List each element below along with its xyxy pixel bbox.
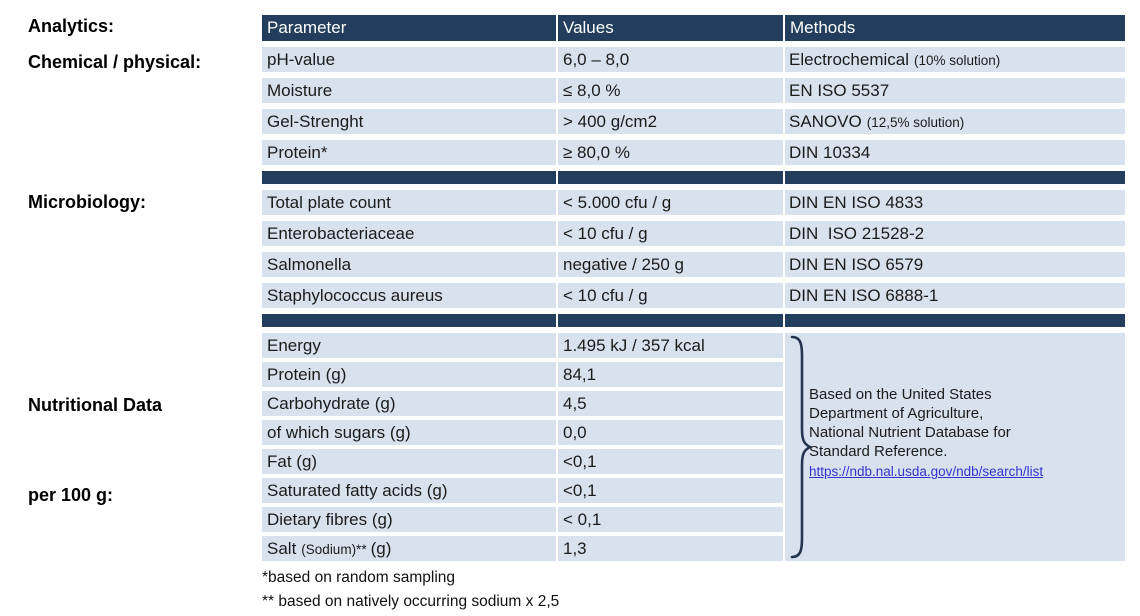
table-row-salmonella: Salmonella negative / 250 g DIN EN ISO 6… bbox=[262, 252, 1125, 277]
value-cell: ≥ 80,0 % bbox=[556, 140, 783, 165]
parameter-cell: Salmonella bbox=[262, 252, 556, 277]
section-separator-bar bbox=[262, 314, 1125, 327]
value-cell: > 400 g/cm2 bbox=[556, 109, 783, 134]
parameter-cell: Staphylococcus aureus bbox=[262, 283, 556, 308]
value-cell: < 10 cfu / g bbox=[556, 283, 783, 308]
table-row-sugars: of which sugars (g) 0,0 bbox=[262, 420, 783, 445]
value-cell: < 10 cfu / g bbox=[556, 221, 783, 246]
method-cell: DIN 10334 bbox=[783, 140, 1125, 165]
method-cell: DIN ISO 21528-2 bbox=[783, 221, 1125, 246]
parameter-cell: Moisture bbox=[262, 78, 556, 103]
parameter-cell: of which sugars (g) bbox=[262, 420, 556, 445]
parameter-cell: Saturated fatty acids (g) bbox=[262, 478, 556, 503]
value-cell: negative / 250 g bbox=[556, 252, 783, 277]
value-cell: 1.495 kJ / 357 kcal bbox=[556, 333, 783, 358]
method-cell: Electrochemical (10% solution) bbox=[783, 47, 1125, 72]
usda-database-link[interactable]: https://ndb.nal.usda.gov/ndb/search/list bbox=[809, 464, 1044, 479]
method-cell: DIN EN ISO 4833 bbox=[783, 190, 1125, 215]
value-cell: 0,0 bbox=[556, 420, 783, 445]
parameter-cell: Gel-Strenght bbox=[262, 109, 556, 134]
column-header-values: Values bbox=[556, 15, 783, 41]
parameter-cell: Fat (g) bbox=[262, 449, 556, 474]
value-cell: 4,5 bbox=[556, 391, 783, 416]
parameter-cell: Salt (Sodium)** (g) bbox=[262, 536, 556, 561]
table-header-row: Parameter Values Methods bbox=[262, 15, 1125, 41]
value-cell: 84,1 bbox=[556, 362, 783, 387]
footnote-sodium-factor: ** based on natively occurring sodium x … bbox=[262, 593, 560, 610]
table-row-carbohydrate: Carbohydrate (g) 4,5 bbox=[262, 391, 783, 416]
parameter-cell: Total plate count bbox=[262, 190, 556, 215]
microbiology-label: Microbiology: bbox=[28, 192, 146, 212]
parameter-cell: pH-value bbox=[262, 47, 556, 72]
table-row-dietary-fibres: Dietary fibres (g) < 0,1 bbox=[262, 507, 783, 532]
usda-note-text: Based on the United States Department of… bbox=[809, 386, 1044, 479]
chemical-physical-section: pH-value 6,0 – 8,0 Electrochemical (10% s… bbox=[262, 47, 1125, 165]
method-cell: EN ISO 5537 bbox=[783, 78, 1125, 103]
nutritional-data-label: Nutritional Data per 100 g: bbox=[28, 330, 162, 570]
parameter-cell: Enterobacteriaceae bbox=[262, 221, 556, 246]
chemical-physical-label: Chemical / physical: bbox=[28, 52, 202, 72]
method-cell: DIN EN ISO 6579 bbox=[783, 252, 1125, 277]
table-row-moisture: Moisture ≤ 8,0 % EN ISO 5537 bbox=[262, 78, 1125, 103]
usda-note-cell: Based on the United States Department of… bbox=[783, 333, 1125, 561]
value-cell: 1,3 bbox=[556, 536, 783, 561]
nutritional-data-label-line1: Nutritional Data bbox=[28, 395, 163, 415]
table-row-fat: Fat (g) <0,1 bbox=[262, 449, 783, 474]
parameter-cell: Dietary fibres (g) bbox=[262, 507, 556, 532]
parameter-cell: Protein (g) bbox=[262, 362, 556, 387]
analytics-label: Analytics: bbox=[28, 16, 115, 36]
value-cell: < 0,1 bbox=[556, 507, 783, 532]
section-separator-bar bbox=[262, 171, 1125, 184]
value-cell: <0,1 bbox=[556, 478, 783, 503]
table-row-energy: Energy 1.495 kJ / 357 kcal bbox=[262, 333, 783, 358]
parameter-cell: Protein* bbox=[262, 140, 556, 165]
column-header-parameter: Parameter bbox=[262, 15, 556, 41]
table-row-protein: Protein* ≥ 80,0 % DIN 10334 bbox=[262, 140, 1125, 165]
analytics-table: Parameter Values Methods pH-value 6,0 – … bbox=[262, 15, 1125, 613]
parameter-cell: Energy bbox=[262, 333, 556, 358]
method-cell: SANOVO (12,5% solution) bbox=[783, 109, 1125, 134]
value-cell: ≤ 8,0 % bbox=[556, 78, 783, 103]
footnote-random-sampling: *based on random sampling bbox=[262, 569, 456, 586]
nutritional-data-section: Energy 1.495 kJ / 357 kcal Protein (g) 8… bbox=[262, 333, 1125, 561]
table-row-staphylococcus: Staphylococcus aureus < 10 cfu / g DIN E… bbox=[262, 283, 1125, 308]
method-cell: DIN EN ISO 6888-1 bbox=[783, 283, 1125, 308]
value-cell: < 5.000 cfu / g bbox=[556, 190, 783, 215]
table-row-saturated-fat: Saturated fatty acids (g) <0,1 bbox=[262, 478, 783, 503]
value-cell: 6,0 – 8,0 bbox=[556, 47, 783, 72]
table-row-gel-strength: Gel-Strenght > 400 g/cm2 SANOVO (12,5% so… bbox=[262, 109, 1125, 134]
table-row-ph: pH-value 6,0 – 8,0 Electrochemical (10% s… bbox=[262, 47, 1125, 72]
value-cell: <0,1 bbox=[556, 449, 783, 474]
table-row-enterobacteriaceae: Enterobacteriaceae < 10 cfu / g DIN ISO … bbox=[262, 221, 1125, 246]
column-header-methods: Methods bbox=[783, 15, 1125, 41]
table-row-salt: Salt (Sodium)** (g) 1,3 bbox=[262, 536, 783, 561]
microbiology-section: Total plate count < 5.000 cfu / g DIN EN… bbox=[262, 190, 1125, 308]
curly-brace-icon bbox=[790, 335, 813, 559]
nutritional-data-label-line2: per 100 g: bbox=[28, 485, 114, 505]
table-row-total-plate-count: Total plate count < 5.000 cfu / g DIN EN… bbox=[262, 190, 1125, 215]
table-row-protein-g: Protein (g) 84,1 bbox=[262, 362, 783, 387]
parameter-cell: Carbohydrate (g) bbox=[262, 391, 556, 416]
